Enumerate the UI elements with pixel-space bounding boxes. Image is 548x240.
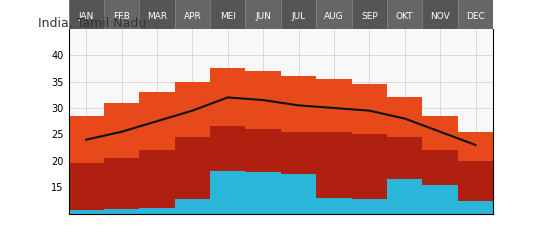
Text: MEI: MEI <box>220 12 236 21</box>
Text: 4: 4 <box>190 0 195 2</box>
Text: 2: 2 <box>119 0 124 2</box>
Bar <box>458 201 493 214</box>
Bar <box>352 0 387 29</box>
Text: NOV: NOV <box>430 12 450 21</box>
Bar <box>68 116 104 163</box>
Bar <box>246 0 281 29</box>
Text: MAR: MAR <box>147 12 167 21</box>
Text: 12: 12 <box>470 0 481 2</box>
Bar <box>316 198 352 214</box>
Bar <box>104 209 139 214</box>
Bar <box>458 161 493 214</box>
Bar <box>458 0 493 29</box>
Bar <box>104 103 139 158</box>
Bar <box>281 0 316 29</box>
Text: OKT: OKT <box>396 12 414 21</box>
Bar <box>104 0 139 29</box>
Bar <box>210 126 246 214</box>
Bar <box>387 97 423 137</box>
Bar <box>175 0 210 29</box>
Bar <box>246 129 281 214</box>
Text: 6: 6 <box>260 0 266 2</box>
Bar <box>68 210 104 214</box>
Bar <box>352 134 387 214</box>
Text: 11: 11 <box>435 0 446 2</box>
Text: 3: 3 <box>154 0 160 2</box>
Text: JAN: JAN <box>78 12 94 21</box>
Bar <box>246 172 281 214</box>
Bar <box>387 0 423 29</box>
Bar <box>352 84 387 134</box>
Bar <box>104 158 139 214</box>
Bar <box>316 132 352 214</box>
Bar <box>423 150 458 214</box>
Text: FEB: FEB <box>113 12 130 21</box>
Bar <box>139 208 175 214</box>
Text: AUG: AUG <box>324 12 344 21</box>
Bar <box>423 185 458 214</box>
Text: India, Tamil Nadu: India, Tamil Nadu <box>38 17 147 30</box>
Bar <box>281 174 316 214</box>
Text: 10: 10 <box>399 0 410 2</box>
Text: JUN: JUN <box>255 12 271 21</box>
Bar <box>68 0 104 29</box>
Bar <box>68 163 104 214</box>
Bar <box>210 171 246 214</box>
Bar <box>458 132 493 161</box>
Bar <box>281 132 316 214</box>
Text: DEC: DEC <box>466 12 485 21</box>
Bar <box>139 92 175 150</box>
Text: 7: 7 <box>296 0 301 2</box>
Text: APR: APR <box>184 12 201 21</box>
Text: JUL: JUL <box>292 12 306 21</box>
Bar <box>175 82 210 137</box>
Bar <box>210 68 246 126</box>
Bar <box>423 0 458 29</box>
Bar <box>352 199 387 214</box>
Bar <box>246 71 281 129</box>
Bar <box>175 199 210 214</box>
Bar <box>175 137 210 214</box>
Bar <box>387 137 423 214</box>
Text: 5: 5 <box>225 0 231 2</box>
Text: 1: 1 <box>83 0 89 2</box>
Text: SEP: SEP <box>361 12 378 21</box>
Bar <box>210 0 246 29</box>
Bar <box>281 76 316 132</box>
Text: 9: 9 <box>367 0 372 2</box>
Text: 8: 8 <box>331 0 337 2</box>
Bar <box>387 179 423 214</box>
Bar <box>139 0 175 29</box>
Bar <box>139 150 175 214</box>
Bar <box>316 79 352 132</box>
Bar <box>316 0 352 29</box>
Bar <box>423 116 458 150</box>
